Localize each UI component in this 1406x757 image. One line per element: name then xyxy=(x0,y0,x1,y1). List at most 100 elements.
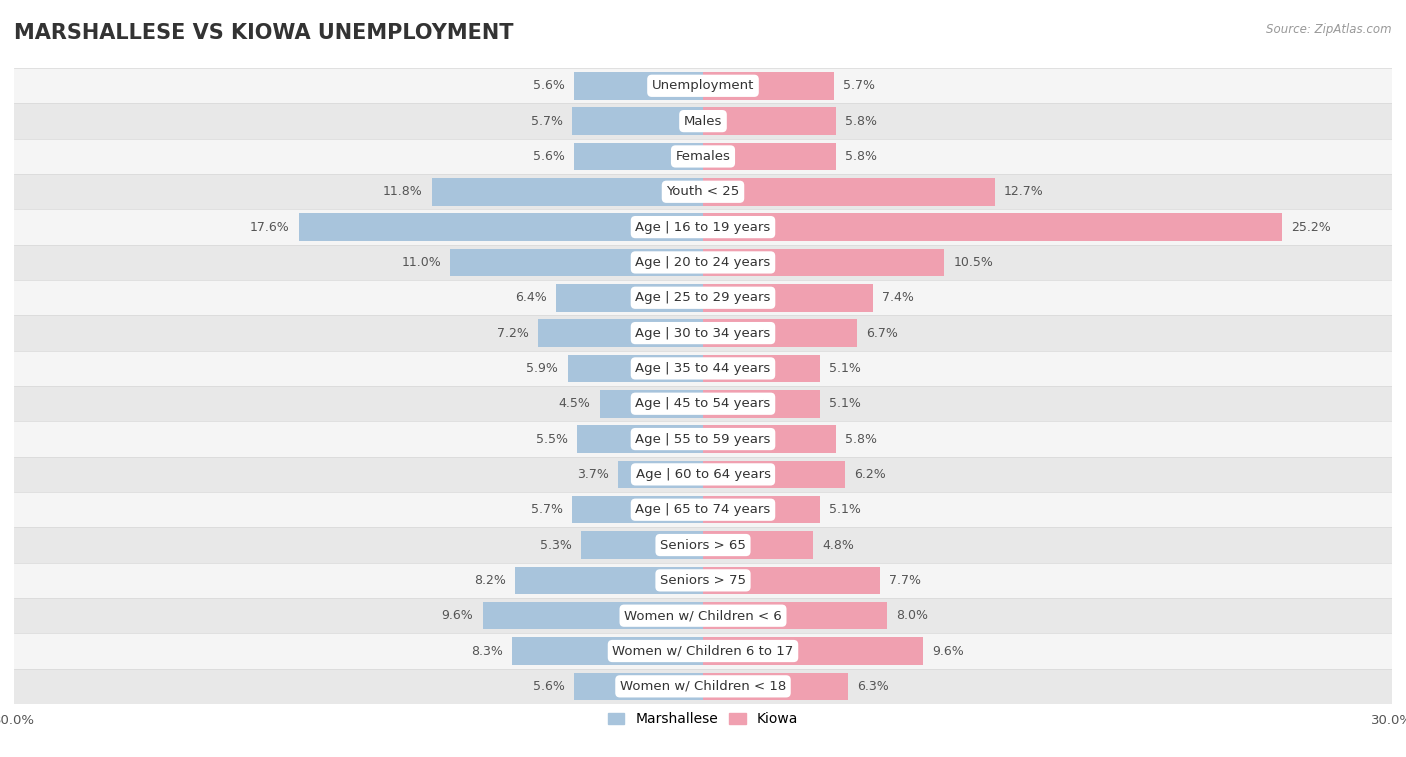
Bar xyxy=(703,107,837,135)
Text: 5.8%: 5.8% xyxy=(845,114,877,128)
Bar xyxy=(14,634,1392,668)
Text: 5.7%: 5.7% xyxy=(844,79,875,92)
Text: Women w/ Children < 18: Women w/ Children < 18 xyxy=(620,680,786,693)
Bar xyxy=(14,668,1392,704)
Text: 3.7%: 3.7% xyxy=(576,468,609,481)
Bar xyxy=(568,354,703,382)
Text: 5.1%: 5.1% xyxy=(830,397,862,410)
Bar xyxy=(703,672,848,700)
Text: 8.2%: 8.2% xyxy=(474,574,506,587)
Bar xyxy=(14,174,1392,210)
Bar xyxy=(599,390,703,418)
Bar xyxy=(14,210,1392,245)
Bar xyxy=(703,531,813,559)
Text: 5.1%: 5.1% xyxy=(830,362,862,375)
Text: 11.8%: 11.8% xyxy=(382,185,423,198)
Bar xyxy=(555,284,703,312)
Text: 5.7%: 5.7% xyxy=(531,503,562,516)
Bar xyxy=(14,598,1392,634)
Bar xyxy=(703,319,856,347)
Text: 5.6%: 5.6% xyxy=(533,79,565,92)
Text: 5.9%: 5.9% xyxy=(526,362,558,375)
Text: Seniors > 65: Seniors > 65 xyxy=(659,538,747,552)
Bar xyxy=(14,562,1392,598)
Bar xyxy=(14,422,1392,456)
Bar xyxy=(14,456,1392,492)
Text: 9.6%: 9.6% xyxy=(932,644,965,658)
Text: 7.7%: 7.7% xyxy=(889,574,921,587)
Bar xyxy=(14,68,1392,104)
Bar xyxy=(432,178,703,206)
Text: Females: Females xyxy=(675,150,731,163)
Bar xyxy=(703,425,837,453)
Bar xyxy=(703,566,880,594)
Bar xyxy=(703,284,873,312)
Text: Age | 60 to 64 years: Age | 60 to 64 years xyxy=(636,468,770,481)
Text: 5.3%: 5.3% xyxy=(540,538,572,552)
Bar xyxy=(575,142,703,170)
Bar xyxy=(299,213,703,241)
Text: 5.7%: 5.7% xyxy=(531,114,562,128)
Bar xyxy=(703,72,834,100)
Bar xyxy=(575,672,703,700)
Bar xyxy=(703,213,1282,241)
Text: 6.2%: 6.2% xyxy=(855,468,886,481)
Text: Age | 45 to 54 years: Age | 45 to 54 years xyxy=(636,397,770,410)
Bar xyxy=(703,178,994,206)
Text: 12.7%: 12.7% xyxy=(1004,185,1043,198)
Bar xyxy=(581,531,703,559)
Bar xyxy=(572,107,703,135)
Text: 4.5%: 4.5% xyxy=(558,397,591,410)
Text: 8.3%: 8.3% xyxy=(471,644,503,658)
Bar xyxy=(14,104,1392,139)
Text: Source: ZipAtlas.com: Source: ZipAtlas.com xyxy=(1267,23,1392,36)
Text: 4.8%: 4.8% xyxy=(823,538,855,552)
Bar xyxy=(703,248,945,276)
Bar xyxy=(14,316,1392,350)
Text: 6.3%: 6.3% xyxy=(856,680,889,693)
Legend: Marshallese, Kiowa: Marshallese, Kiowa xyxy=(602,707,804,732)
Text: 5.5%: 5.5% xyxy=(536,432,568,446)
Bar xyxy=(703,354,820,382)
Text: 8.0%: 8.0% xyxy=(896,609,928,622)
Bar xyxy=(14,386,1392,422)
Text: 5.8%: 5.8% xyxy=(845,432,877,446)
Text: 5.6%: 5.6% xyxy=(533,680,565,693)
Bar xyxy=(576,425,703,453)
Text: 6.4%: 6.4% xyxy=(515,291,547,304)
Text: 7.2%: 7.2% xyxy=(496,326,529,340)
Text: Women w/ Children < 6: Women w/ Children < 6 xyxy=(624,609,782,622)
Text: Age | 30 to 34 years: Age | 30 to 34 years xyxy=(636,326,770,340)
Bar xyxy=(14,280,1392,316)
Bar xyxy=(14,245,1392,280)
Bar xyxy=(512,637,703,665)
Text: 11.0%: 11.0% xyxy=(402,256,441,269)
Text: Age | 20 to 24 years: Age | 20 to 24 years xyxy=(636,256,770,269)
Text: Age | 35 to 44 years: Age | 35 to 44 years xyxy=(636,362,770,375)
Text: Males: Males xyxy=(683,114,723,128)
Text: Age | 55 to 59 years: Age | 55 to 59 years xyxy=(636,432,770,446)
Bar xyxy=(703,496,820,524)
Text: 5.1%: 5.1% xyxy=(830,503,862,516)
Bar xyxy=(703,602,887,630)
Text: Unemployment: Unemployment xyxy=(652,79,754,92)
Bar xyxy=(619,460,703,488)
Bar xyxy=(703,637,924,665)
Bar xyxy=(575,72,703,100)
Bar xyxy=(14,492,1392,528)
Bar xyxy=(572,496,703,524)
Text: Age | 25 to 29 years: Age | 25 to 29 years xyxy=(636,291,770,304)
Bar xyxy=(515,566,703,594)
Text: Age | 65 to 74 years: Age | 65 to 74 years xyxy=(636,503,770,516)
Bar xyxy=(482,602,703,630)
Text: 5.6%: 5.6% xyxy=(533,150,565,163)
Text: Youth < 25: Youth < 25 xyxy=(666,185,740,198)
Text: 9.6%: 9.6% xyxy=(441,609,474,622)
Bar xyxy=(703,460,845,488)
Text: 5.8%: 5.8% xyxy=(845,150,877,163)
Bar xyxy=(537,319,703,347)
Text: 10.5%: 10.5% xyxy=(953,256,993,269)
Bar xyxy=(450,248,703,276)
Text: Age | 16 to 19 years: Age | 16 to 19 years xyxy=(636,220,770,234)
Text: 25.2%: 25.2% xyxy=(1291,220,1330,234)
